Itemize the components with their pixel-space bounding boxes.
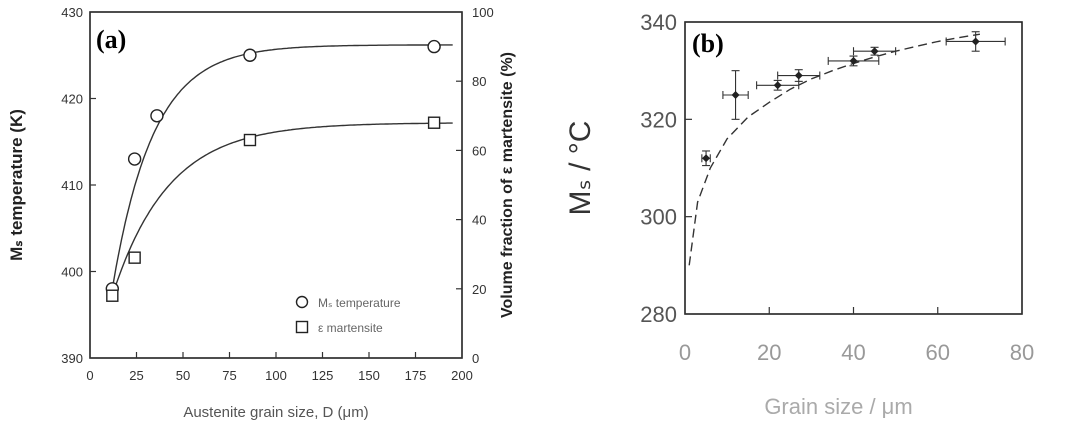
data-point-b bbox=[702, 154, 711, 163]
y-tick-label-a: 410 bbox=[61, 178, 83, 193]
x-tick-label-b: 60 bbox=[926, 340, 950, 365]
x-axis-label-b: Grain size / μm bbox=[764, 394, 912, 419]
y2-tick-label-a: 0 bbox=[472, 351, 479, 366]
data-point-b bbox=[849, 56, 858, 65]
y-axis-label-a: Mₛ temperature (K) bbox=[7, 109, 26, 261]
data-point-b bbox=[731, 91, 740, 99]
chart-b: 0 20 40 60 80 280 300 320 340 Grain size / μm Mₛ /… bbox=[564, 10, 1034, 419]
x-tick-label-a: 75 bbox=[222, 368, 236, 383]
epsilon-data-point bbox=[128, 251, 141, 264]
legend-ms-marker bbox=[295, 295, 309, 309]
data-point-b bbox=[971, 37, 980, 46]
y-tick-label-a: 430 bbox=[61, 5, 83, 20]
y-tick-label-a: 420 bbox=[61, 92, 83, 107]
data-point-b bbox=[870, 47, 879, 56]
ms-fit-curve bbox=[111, 44, 453, 289]
y-axis-label-b: Mₛ / °C bbox=[564, 121, 597, 216]
x-tick-label-a: 50 bbox=[176, 368, 190, 383]
epsilon-data-point bbox=[243, 133, 257, 147]
data-point-b bbox=[794, 71, 803, 80]
epsilon-data-point bbox=[106, 289, 119, 302]
ms-data-point bbox=[127, 152, 142, 166]
y2-tick-label-a: 20 bbox=[472, 282, 486, 297]
x-tick-label-b: 40 bbox=[841, 340, 865, 365]
x-tick-label-b: 0 bbox=[679, 340, 691, 365]
y-tick-label-b: 300 bbox=[640, 205, 677, 230]
x-tick-label-a: 25 bbox=[129, 368, 143, 383]
panel-label-b: (b) bbox=[692, 29, 724, 58]
x-tick-label-b: 20 bbox=[757, 340, 781, 365]
x-tick-label-a: 125 bbox=[312, 368, 334, 383]
ms-data-point bbox=[150, 109, 164, 123]
ms-data-point bbox=[243, 48, 257, 62]
data-point-b bbox=[773, 81, 782, 90]
y-tick-label-a: 400 bbox=[61, 265, 83, 280]
fit-curve-b bbox=[688, 33, 981, 266]
x-tick-label-a: 100 bbox=[265, 368, 287, 383]
epsilon-data-point bbox=[427, 116, 441, 129]
panel-label-a: (a) bbox=[96, 25, 126, 54]
x-tick-label-a: 175 bbox=[405, 368, 427, 383]
y2-axis-label-a: Volume fraction of ε martensite (%) bbox=[499, 52, 516, 318]
y-tick-label-a: 390 bbox=[61, 351, 83, 366]
x-axis-label-a: Austenite grain size, D (μm) bbox=[183, 404, 368, 421]
epsilon-fit-curve bbox=[111, 122, 453, 296]
legend-epsilon-marker bbox=[295, 320, 309, 334]
plot-frame-a bbox=[89, 11, 463, 359]
chart-a: 0 25 50 75 100 125 150 175 200 390 400 410 420 430 0 20… bbox=[7, 5, 516, 421]
y2-tick-label-a: 80 bbox=[472, 74, 486, 89]
y2-tick-label-a: 100 bbox=[472, 5, 494, 20]
x-tick-label-a: 0 bbox=[86, 368, 93, 383]
y-tick-label-b: 320 bbox=[640, 107, 677, 132]
y2-tick-label-a: 40 bbox=[472, 213, 486, 228]
ms-data-point bbox=[427, 39, 441, 54]
x-tick-label-a: 150 bbox=[358, 368, 380, 383]
legend-epsilon-label: ε martensite bbox=[318, 321, 383, 335]
x-tick-label-a: 200 bbox=[451, 368, 473, 383]
y-tick-label-b: 280 bbox=[640, 302, 677, 327]
x-tick-label-b: 80 bbox=[1010, 340, 1034, 365]
legend-ms-label: Mₛ temperature bbox=[318, 296, 401, 310]
y2-tick-label-a: 60 bbox=[472, 143, 486, 158]
y-tick-label-b: 340 bbox=[640, 10, 677, 35]
